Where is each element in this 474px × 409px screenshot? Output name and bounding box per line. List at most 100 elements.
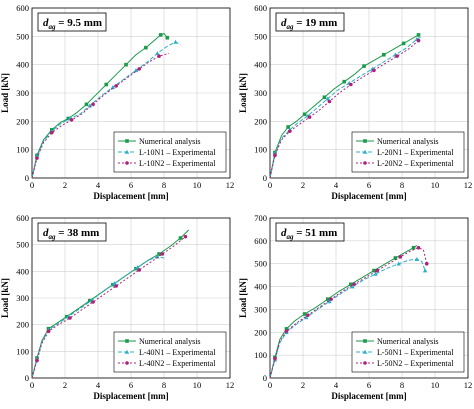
x-tick-label: 0 bbox=[30, 380, 34, 390]
data-point bbox=[137, 67, 142, 71]
x-tick-label: 4 bbox=[334, 180, 339, 190]
series-line bbox=[269, 35, 423, 179]
x-tick-label: 4 bbox=[96, 380, 101, 390]
legend-marker bbox=[363, 361, 367, 365]
data-point bbox=[393, 256, 398, 260]
data-point bbox=[372, 68, 376, 73]
y-axis-label: Load [kN] bbox=[0, 73, 10, 113]
legend-marker bbox=[124, 349, 130, 354]
legend-entry: L-20N1 – Experimental bbox=[377, 148, 454, 157]
x-tick-label: 4 bbox=[334, 380, 339, 390]
title-text: dag = 9.5 mm bbox=[43, 17, 102, 31]
y-tick-label: 0 bbox=[263, 173, 267, 183]
title-box bbox=[37, 222, 107, 242]
x-tick-label: 10 bbox=[193, 180, 202, 190]
y-tick-label: 600 bbox=[254, 3, 267, 13]
data-point bbox=[372, 268, 376, 273]
y-tick-label: 500 bbox=[16, 31, 29, 41]
chart-panel-3: 0 2 4 6 8 10 12 0 100 200 300 400 500 600 Displacement… bbox=[0, 213, 234, 401]
y-tick-label: 300 bbox=[254, 304, 267, 314]
legend-entry: L-50N2 – Experimental bbox=[377, 359, 454, 368]
data-point bbox=[373, 271, 378, 276]
data-point bbox=[416, 33, 421, 37]
data-point bbox=[50, 130, 54, 135]
y-tick-label: 500 bbox=[254, 31, 267, 41]
y-tick-label: 500 bbox=[254, 259, 267, 269]
series-exp2 bbox=[31, 52, 170, 179]
title-box bbox=[37, 12, 107, 32]
data-point bbox=[422, 268, 428, 273]
y-axis-label: Load [kN] bbox=[238, 73, 248, 113]
data-point bbox=[87, 298, 92, 303]
y-tick-label: 200 bbox=[254, 327, 267, 337]
data-point bbox=[329, 297, 333, 301]
x-tick-label: 10 bbox=[431, 380, 440, 390]
data-point bbox=[401, 41, 406, 46]
panel-title: dag = 19 mm bbox=[275, 12, 345, 32]
x-tick-label: 6 bbox=[129, 180, 133, 190]
data-point bbox=[91, 102, 95, 107]
legend-entry: L-40N2 – Experimental bbox=[139, 359, 216, 368]
data-point bbox=[349, 282, 353, 287]
data-point bbox=[424, 261, 429, 266]
data-point bbox=[35, 358, 39, 363]
data-point bbox=[306, 313, 310, 317]
data-point bbox=[327, 99, 332, 104]
data-point bbox=[66, 116, 71, 121]
title-d: d bbox=[43, 227, 49, 239]
y-tick-label: 0 bbox=[263, 373, 267, 383]
data-point bbox=[286, 125, 290, 129]
data-point bbox=[91, 300, 95, 304]
data-point bbox=[395, 54, 399, 58]
title-text: dag = 19 mm bbox=[281, 17, 337, 31]
y-axis-label: Load [kN] bbox=[0, 278, 10, 318]
x-tick-label: 0 bbox=[30, 180, 34, 190]
data-point bbox=[327, 299, 332, 304]
x-tick-label: 4 bbox=[96, 180, 101, 190]
x-axis-label: Displacement [mm] bbox=[93, 191, 168, 201]
x-tick-label: 6 bbox=[367, 180, 371, 190]
data-point bbox=[124, 62, 128, 67]
legend-entry: L-50N1 – Experimental bbox=[377, 348, 454, 357]
x-tick-label: 10 bbox=[193, 380, 202, 390]
x-tick-label: 6 bbox=[129, 380, 133, 390]
data-point bbox=[416, 245, 421, 250]
x-axis-label: Displacement [mm] bbox=[331, 191, 406, 201]
title-box bbox=[275, 12, 345, 32]
data-point bbox=[114, 84, 118, 88]
x-axis-label: Displacement [mm] bbox=[331, 391, 406, 401]
data-point bbox=[69, 118, 74, 122]
x-tick-label: 8 bbox=[162, 180, 166, 190]
chart-panel-1: 0 2 4 6 8 10 12 0 100 200 300 400 500 600 Displacement… bbox=[0, 3, 234, 201]
data-point bbox=[273, 356, 277, 361]
data-point bbox=[302, 312, 307, 316]
y-tick-label: 400 bbox=[254, 282, 267, 292]
data-point bbox=[382, 52, 386, 57]
y-tick-label: 600 bbox=[16, 3, 29, 13]
data-point bbox=[178, 236, 183, 240]
data-point bbox=[110, 85, 116, 90]
y-tick-label: 300 bbox=[16, 88, 29, 98]
panel-title: dag = 38 mm bbox=[37, 222, 107, 242]
legend: Numerical analysis L-50N1 – Experimental L… bbox=[351, 331, 465, 373]
data-point bbox=[64, 314, 69, 319]
legend: Numerical analysis L-10N1 – Experimental L… bbox=[113, 131, 227, 173]
x-tick-label: 8 bbox=[400, 180, 404, 190]
data-point bbox=[416, 38, 421, 43]
chart-panel-2: 0 2 4 6 8 10 12 0 100 200 300 400 500 600 Displacement… bbox=[238, 3, 472, 201]
legend-marker bbox=[125, 339, 129, 343]
x-tick-label: 0 bbox=[268, 180, 272, 190]
y-tick-label: 400 bbox=[16, 266, 29, 276]
x-tick-label: 2 bbox=[63, 180, 67, 190]
data-point bbox=[307, 115, 312, 119]
data-point bbox=[322, 95, 327, 100]
legend-marker bbox=[363, 139, 367, 143]
series-line bbox=[269, 245, 418, 379]
legend: Numerical analysis L-40N1 – Experimental L… bbox=[113, 331, 227, 373]
data-point bbox=[155, 51, 160, 56]
data-point bbox=[155, 254, 160, 259]
title-subscript: ag bbox=[287, 233, 295, 241]
data-point bbox=[302, 112, 307, 117]
plot-frame bbox=[269, 217, 469, 379]
title-rest: = 38 mm bbox=[56, 227, 100, 239]
